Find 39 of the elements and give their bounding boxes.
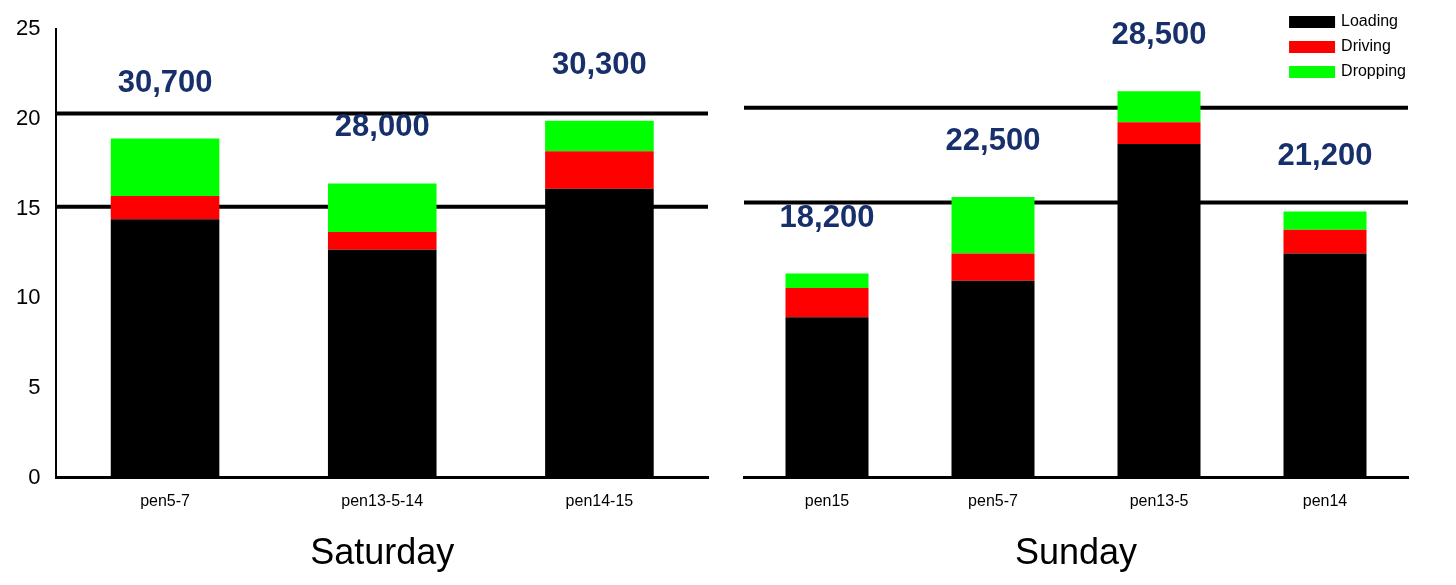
y-tick-label: 15 (15, 194, 41, 220)
legend-label: Loading (1341, 12, 1399, 30)
annotation: 22,500 (945, 122, 1041, 157)
x-axis-title: Sunday (1014, 531, 1138, 573)
bar (951, 253, 1035, 281)
y-tick-label: 20 (15, 104, 41, 130)
annotation: 18,200 (779, 198, 875, 234)
x-tick-label: pen5-7 (968, 491, 1019, 509)
x-tick-label: pen15 (804, 491, 850, 509)
y-tick-label: 25 (15, 15, 41, 41)
bar (327, 183, 437, 232)
x-tick-label: pen13-5-14 (341, 491, 424, 509)
legend-label: Driving (1341, 37, 1391, 55)
annotation: 28,000 (334, 108, 430, 144)
bar (785, 273, 869, 289)
y-tick-label: 0 (28, 463, 41, 489)
annotation: 21,200 (1277, 136, 1373, 172)
annotation: 30,300 (552, 45, 647, 81)
bar (545, 151, 654, 189)
bar (785, 288, 869, 318)
y-tick-label: 5 (28, 373, 41, 399)
bar (327, 231, 437, 250)
x-tick-label: pen5-7 (140, 491, 191, 509)
bar (1283, 229, 1367, 254)
bar (110, 196, 220, 220)
legend-label: Dropping (1341, 62, 1407, 80)
y-tick-label: 10 (15, 284, 41, 310)
bar (545, 120, 654, 152)
annotation: 28,500 (1111, 16, 1207, 52)
bar (1283, 211, 1367, 230)
bar (951, 196, 1035, 254)
x-axis-title: Saturday (310, 531, 455, 573)
bar (1117, 91, 1201, 123)
annotation: 30,700 (117, 63, 213, 99)
x-tick-label: pen14-15 (565, 491, 634, 509)
x-tick-label: pen13-5 (1129, 491, 1189, 509)
bar (1117, 122, 1201, 145)
x-tick-label: pen14 (1302, 491, 1348, 509)
bar (110, 138, 220, 197)
